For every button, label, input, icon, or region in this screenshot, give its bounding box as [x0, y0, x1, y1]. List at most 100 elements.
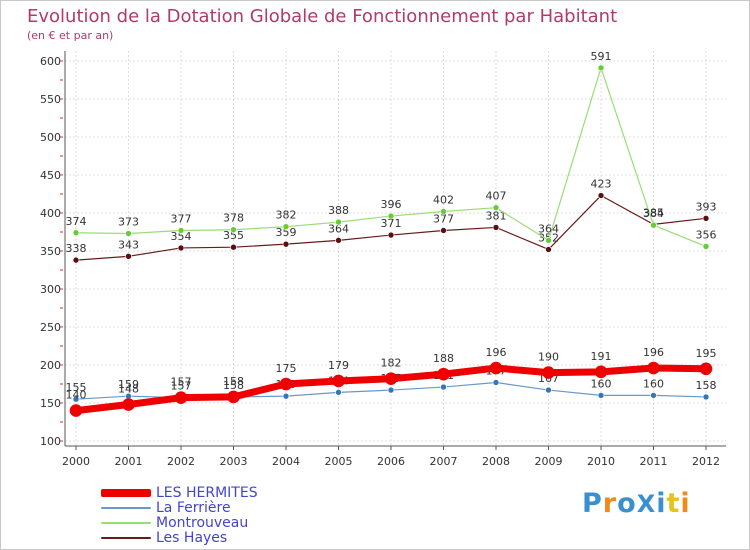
data-point-les-hermites — [489, 361, 503, 375]
data-label-montrouveau: 377 — [171, 212, 192, 225]
legend-swatch-les-hayes — [101, 536, 151, 539]
data-label-les-hermites: 195 — [696, 347, 717, 360]
data-point-les-hermites — [227, 390, 240, 404]
legend-item-les-hayes: Les Hayes — [101, 529, 258, 546]
x-tick-label-2004: 2004 — [272, 455, 300, 468]
legend-label-montrouveau: Montrouveau — [156, 514, 249, 531]
data-label-montrouveau: 396 — [381, 198, 402, 211]
logo-letter: P — [582, 488, 603, 519]
x-tick-label-2007: 2007 — [430, 455, 458, 468]
x-tick-label-2002: 2002 — [167, 455, 195, 468]
data-point-montrouveau — [650, 221, 657, 229]
data-point-montrouveau — [597, 64, 605, 72]
data-point-la-ferri-re — [545, 386, 552, 394]
y-tick-label: 500 — [40, 131, 61, 144]
legend-item-les-hermites: LES HERMITES — [101, 484, 258, 501]
data-point-montrouveau — [702, 243, 710, 250]
data-label-montrouveau: 407 — [486, 190, 507, 203]
data-label-la-ferri-re: 158 — [696, 379, 717, 392]
logo-letter: t — [666, 488, 681, 519]
x-tick-label-2001: 2001 — [115, 455, 143, 468]
data-point-les-hermites — [174, 391, 188, 404]
y-tick-label: 300 — [40, 283, 61, 296]
data-point-montrouveau — [492, 204, 500, 211]
x-tick-label-2011: 2011 — [640, 455, 668, 468]
data-label-les-hermites: 190 — [538, 351, 559, 364]
data-label-la-ferri-re: 158 — [223, 379, 244, 392]
logo-letter: o — [617, 488, 637, 519]
legend: LES HERMITES La Ferrière Montrouveau Les Ha… — [101, 484, 258, 546]
data-point-les-hermites — [437, 367, 450, 381]
data-label-les-hayes: 377 — [433, 212, 454, 225]
data-point-montrouveau — [387, 212, 395, 220]
y-tick-label: 150 — [40, 397, 61, 410]
x-tick-label-2000: 2000 — [62, 455, 90, 468]
legend-item-montrouveau: Montrouveau — [101, 514, 258, 531]
logo-letter: r — [602, 488, 618, 519]
data-point-les-hayes — [125, 253, 132, 260]
data-label-montrouveau: 591 — [591, 50, 612, 63]
data-label-les-hermites: 158 — [223, 375, 244, 388]
x-tick-label-2005: 2005 — [325, 455, 353, 468]
data-point-la-ferri-re — [492, 379, 500, 386]
data-point-les-hayes — [545, 246, 552, 253]
y-tick-label: 450 — [40, 169, 61, 182]
legend-label-les-hermites: LES HERMITES — [156, 484, 258, 501]
data-label-montrouveau: 384 — [643, 207, 664, 220]
data-label-les-hayes: 343 — [118, 238, 139, 251]
data-point-la-ferri-re — [387, 386, 395, 394]
logo-letter: i — [656, 488, 667, 519]
proxiti-logo: ProXiti — [582, 488, 691, 519]
data-point-les-hermites — [332, 374, 345, 388]
data-point-les-hayes — [440, 227, 447, 234]
data-label-les-hayes: 338 — [66, 242, 87, 255]
y-tick-label: 400 — [40, 207, 61, 220]
data-label-montrouveau: 364 — [538, 222, 559, 235]
data-point-les-hayes — [492, 224, 500, 231]
legend-label-les-hayes: Les Hayes — [156, 529, 228, 546]
data-point-montrouveau — [72, 229, 80, 237]
data-label-les-hermites: 191 — [591, 350, 612, 363]
data-point-les-hayes — [230, 243, 237, 251]
data-label-les-hermites: 196 — [643, 346, 664, 359]
data-point-montrouveau — [282, 223, 290, 230]
data-point-montrouveau — [177, 227, 185, 234]
data-point-montrouveau — [230, 226, 237, 234]
y-tick-label: 100 — [40, 435, 61, 448]
x-tick-label-2008: 2008 — [482, 455, 510, 468]
data-label-les-hermites: 188 — [433, 352, 454, 365]
data-point-les-hayes — [72, 256, 80, 264]
logo-letter: i — [680, 488, 691, 519]
data-label-les-hayes: 423 — [591, 178, 612, 191]
data-label-les-hayes: 359 — [276, 226, 297, 239]
data-label-les-hermites: 182 — [381, 357, 402, 370]
data-point-les-hayes — [177, 244, 185, 252]
data-point-la-ferri-re — [282, 392, 290, 400]
data-point-les-hayes — [335, 237, 342, 244]
data-point-la-ferri-re — [335, 389, 342, 396]
y-tick-label: 200 — [40, 359, 61, 372]
y-tick-label: 250 — [40, 321, 61, 334]
data-point-les-hermites — [594, 365, 608, 379]
data-label-la-ferri-re: 159 — [118, 378, 139, 391]
data-point-la-ferri-re — [72, 395, 80, 403]
y-tick-label: 600 — [40, 55, 61, 68]
data-label-les-hermites: 179 — [328, 359, 349, 372]
chart-subtitle: (en € et par an) — [27, 29, 114, 42]
x-tick-label-2012: 2012 — [692, 455, 720, 468]
data-label-les-hayes: 364 — [328, 222, 349, 235]
data-point-montrouveau — [440, 208, 447, 215]
data-label-la-ferri-re: 160 — [591, 377, 612, 390]
data-label-la-ferri-re: 155 — [66, 381, 87, 394]
y-tick-label: 350 — [40, 245, 61, 258]
data-label-les-hermites: 148 — [118, 383, 139, 396]
data-label-montrouveau: 356 — [696, 228, 717, 241]
data-point-la-ferri-re — [702, 393, 710, 401]
x-tick-label-2010: 2010 — [587, 455, 615, 468]
data-label-les-hermites: 175 — [276, 362, 297, 375]
data-point-les-hermites — [122, 398, 135, 411]
data-point-les-hermites — [69, 404, 83, 417]
data-point-les-hayes — [387, 231, 395, 239]
